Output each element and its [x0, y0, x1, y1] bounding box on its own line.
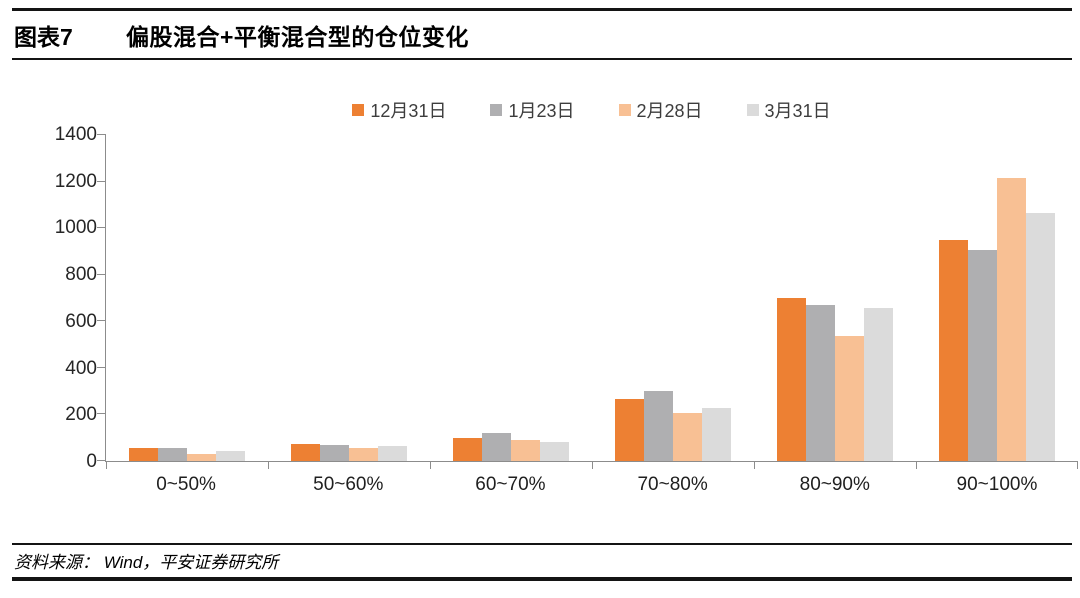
- bar-group-60~70%: [430, 135, 592, 461]
- figure-header: 图表7 偏股混合+平衡混合型的仓位变化: [12, 8, 1072, 60]
- bar-2月28日-80~90%: [835, 335, 864, 461]
- bar-group-90~100%: [916, 135, 1078, 461]
- bar-12月31日-60~70%: [453, 437, 482, 461]
- bar-1月23日-80~90%: [806, 304, 835, 461]
- y-tick-label: 0: [86, 451, 97, 472]
- x-axis-label-0~50%: 0~50%: [156, 474, 216, 495]
- bar-group-0~50%: [106, 135, 268, 461]
- y-tick-mark: [97, 273, 106, 275]
- legend-item-2: 2月28日: [618, 97, 703, 123]
- bar-3月31日-0~50%: [216, 450, 245, 461]
- x-axis-label-60~70%: 60~70%: [475, 474, 546, 495]
- bar-3月31日-70~80%: [702, 407, 731, 461]
- y-tick-mark: [97, 460, 106, 461]
- x-axis-labels: 0~50% 50~60% 60~70% 70~80% 80~90% 90~100%: [105, 474, 1078, 496]
- x-axis-label-90~100%: 90~100%: [956, 474, 1038, 495]
- x-tick-mark: [106, 461, 107, 469]
- legend-label: 2月28日: [636, 101, 703, 121]
- bar-12月31日-70~80%: [615, 399, 644, 461]
- x-tick-mark: [753, 461, 755, 469]
- bar-3月31日-60~70%: [540, 442, 569, 461]
- x-axis-label-80~90%: 80~90%: [799, 474, 870, 495]
- x-axis-label-70~80%: 70~80%: [637, 474, 708, 495]
- y-axis-labels: 0 200 400 600 800 1000 1200 1400: [28, 124, 97, 472]
- legend-swatch-icon: [618, 104, 631, 116]
- y-tick-label: 600: [65, 310, 97, 332]
- y-tick-mark: [97, 413, 106, 415]
- bar-12月31日-80~90%: [777, 298, 806, 461]
- bar-1月23日-60~70%: [482, 432, 511, 461]
- bar-12月31日-50~60%: [291, 443, 320, 461]
- y-tick-label: 1200: [54, 170, 97, 192]
- y-tick-mark: [97, 366, 106, 368]
- bar-2月28日-70~80%: [673, 413, 702, 461]
- x-tick-mark: [592, 461, 593, 469]
- figure-number-label: 图表7: [14, 24, 73, 50]
- bar-3月31日-50~60%: [378, 445, 407, 461]
- x-tick-mark: [267, 461, 269, 469]
- y-tick-label: 400: [65, 357, 97, 379]
- bar-2月28日-60~70%: [511, 440, 540, 461]
- legend-item-0: 12月31日: [352, 97, 446, 123]
- y-tick-mark: [97, 227, 106, 229]
- legend-label: 12月31日: [370, 101, 447, 121]
- bar-1月23日-0~50%: [158, 448, 187, 461]
- x-tick-mark: [429, 461, 431, 469]
- y-tick-label: 800: [65, 264, 97, 286]
- legend-swatch-icon: [746, 104, 759, 116]
- bar-2月28日-0~50%: [187, 453, 216, 461]
- y-tick-label: 1400: [54, 124, 97, 145]
- y-tick-mark: [97, 180, 106, 182]
- plot-area: [97, 134, 1078, 469]
- y-tick-label: 200: [65, 404, 97, 426]
- x-tick-mark: [916, 461, 917, 469]
- bar-1月23日-70~80%: [644, 391, 673, 461]
- bar-2月28日-50~60%: [349, 447, 378, 461]
- y-tick-mark: [97, 320, 106, 322]
- legend-label: 3月31日: [764, 101, 831, 121]
- legend-swatch-icon: [490, 104, 503, 116]
- bar-group-70~80%: [592, 135, 754, 461]
- bar-group-50~60%: [268, 135, 430, 461]
- legend-item-3: 3月31日: [746, 97, 831, 123]
- bar-12月31日-0~50%: [129, 447, 158, 461]
- bar-3月31日-80~90%: [864, 308, 893, 461]
- data-source-text: 资料来源： Wind，平安证券研究所: [14, 553, 279, 572]
- chart-legend: 12月31日 1月23日 2月28日 3月31日: [105, 99, 1078, 121]
- bar-groups: [106, 135, 1078, 461]
- legend-label: 1月23日: [508, 101, 575, 121]
- legend-item-1: 1月23日: [490, 97, 575, 123]
- legend-swatch-icon: [352, 104, 365, 116]
- bar-group-80~90%: [754, 135, 916, 461]
- bar-1月23日-90~100%: [968, 250, 997, 461]
- bar-12月31日-90~100%: [939, 239, 968, 461]
- y-tick-mark: [97, 134, 106, 135]
- y-tick-label: 1000: [54, 217, 97, 239]
- bar-2月28日-90~100%: [997, 178, 1026, 461]
- bar-1月23日-50~60%: [320, 444, 349, 461]
- bar-3月31日-90~100%: [1026, 213, 1055, 461]
- figure-title: 偏股混合+平衡混合型的仓位变化: [126, 24, 469, 50]
- x-tick-mark: [1077, 461, 1078, 469]
- figure-footer: 资料来源： Wind，平安证券研究所: [12, 543, 1072, 581]
- x-axis-label-50~60%: 50~60%: [313, 474, 384, 495]
